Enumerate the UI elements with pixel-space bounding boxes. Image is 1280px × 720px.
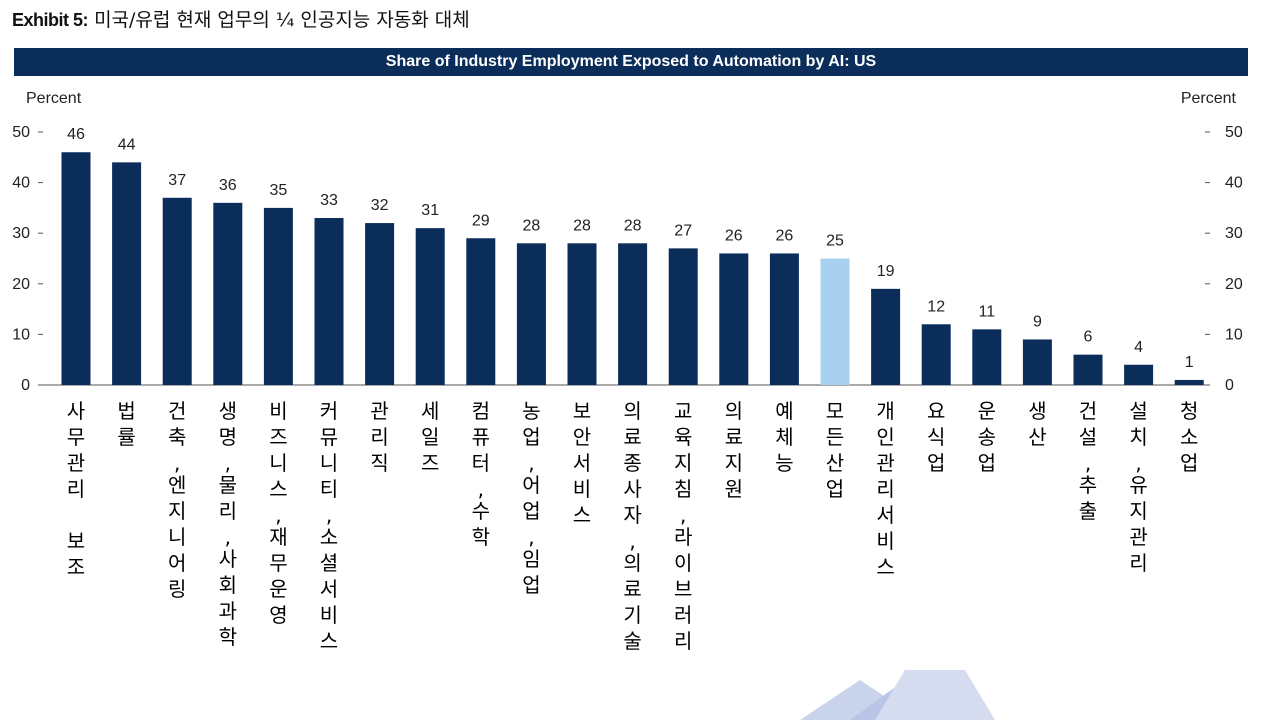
bar — [263, 207, 293, 385]
value-label: 1 — [1185, 354, 1194, 371]
value-label: 9 — [1033, 313, 1042, 330]
bar — [365, 223, 395, 385]
value-label: 44 — [118, 136, 136, 153]
watermark-shape — [800, 670, 995, 720]
value-label: 36 — [219, 177, 237, 194]
bar — [1022, 339, 1052, 385]
value-label: 32 — [371, 197, 389, 214]
value-label: 33 — [320, 192, 338, 209]
value-label: 28 — [573, 217, 591, 234]
left-tick-label: 20 — [12, 276, 30, 293]
right-tick-label: 0 — [1225, 377, 1234, 394]
bar — [618, 243, 648, 385]
value-label: 46 — [67, 126, 85, 143]
left-axis-unit: Percent — [26, 90, 82, 107]
exhibit-heading: Exhibit 5: 미국/유럽 현재 업무의 ¼ 인공지능 자동화 대체 — [12, 8, 470, 32]
bar — [769, 253, 799, 385]
left-tick-label: 30 — [12, 225, 30, 242]
bar — [466, 238, 496, 385]
value-label: 35 — [270, 182, 288, 199]
bar — [668, 248, 698, 385]
value-label: 26 — [725, 227, 743, 244]
right-tick-label: 30 — [1225, 225, 1243, 242]
value-label: 37 — [168, 172, 186, 189]
chart-title: Share of Industry Employment Exposed to … — [14, 48, 1248, 76]
left-tick-label: 0 — [21, 377, 30, 394]
bars — [61, 152, 1204, 385]
bar — [1073, 354, 1103, 385]
value-label: 28 — [523, 217, 541, 234]
bar — [213, 202, 243, 385]
value-label: 6 — [1084, 329, 1093, 346]
bar — [921, 324, 951, 385]
value-labels: 46 44 37 36 35 33 32 31 29 28 28 28 27 26 26 25 19 12 11 9 6… — [67, 126, 1194, 371]
value-label: 26 — [776, 227, 794, 244]
right-tick-label: 20 — [1225, 276, 1243, 293]
bar — [1124, 364, 1154, 385]
left-tick-label: 10 — [12, 326, 30, 343]
value-label: 28 — [624, 217, 642, 234]
bar — [972, 329, 1002, 385]
right-axis-unit: Percent — [1181, 90, 1237, 107]
exhibit-label: Exhibit 5: — [12, 10, 89, 30]
bar — [1174, 379, 1204, 385]
right-tick-label: 10 — [1225, 326, 1243, 343]
value-label: 31 — [421, 202, 439, 219]
bar — [719, 253, 749, 385]
left-tick-label: 50 — [12, 124, 30, 141]
bar — [871, 288, 901, 385]
value-label: 29 — [472, 212, 490, 229]
bar — [314, 218, 344, 385]
bar — [567, 243, 597, 385]
value-label: 25 — [826, 233, 844, 250]
bar — [162, 197, 192, 385]
right-tick-label: 40 — [1225, 175, 1243, 192]
value-label: 19 — [877, 263, 895, 280]
right-tick-label: 50 — [1225, 124, 1243, 141]
exhibit-title: 미국/유럽 현재 업무의 ¼ 인공지능 자동화 대체 — [94, 9, 470, 31]
value-label: 12 — [927, 298, 945, 315]
value-label: 27 — [674, 222, 692, 239]
left-tick-label: 40 — [12, 175, 30, 192]
bar — [112, 162, 142, 385]
bar — [820, 258, 850, 385]
value-label: 11 — [978, 303, 995, 320]
bar — [61, 152, 91, 385]
bar — [516, 243, 546, 385]
bar — [415, 228, 445, 385]
value-label: 4 — [1134, 339, 1143, 356]
